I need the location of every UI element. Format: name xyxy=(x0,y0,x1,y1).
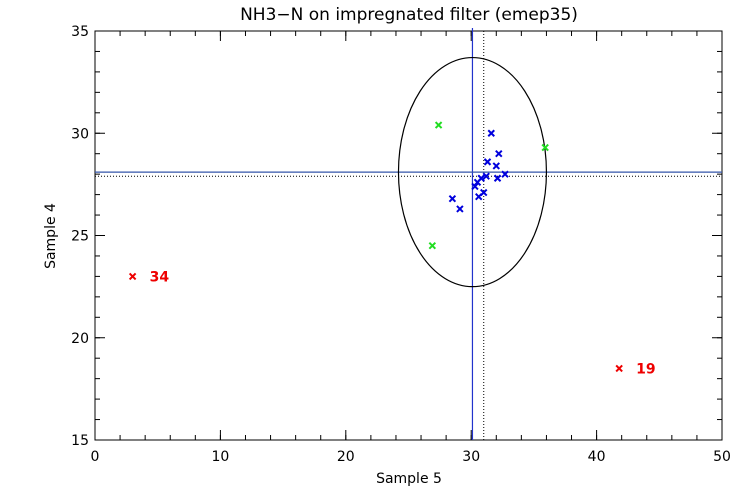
data-point xyxy=(495,149,503,158)
chart-title: NH3−N on impregnated filter (emep35) xyxy=(240,5,578,25)
data-point xyxy=(128,272,137,281)
x-tick-label: 20 xyxy=(337,449,355,465)
data-point xyxy=(428,242,437,250)
data-point xyxy=(487,129,495,137)
data-point xyxy=(477,174,485,182)
y-axis-label: Sample 4 xyxy=(43,203,59,269)
data-point xyxy=(615,364,623,373)
data-point xyxy=(483,158,492,166)
point-label: 34 xyxy=(150,269,170,285)
plot-area: 0 10 20 30 40 50 15 20 25 30 35 34 19 xyxy=(71,24,731,465)
data-point xyxy=(471,182,479,191)
x-tick-label: 10 xyxy=(211,449,229,465)
y-tick-label: 35 xyxy=(71,24,89,40)
data-point xyxy=(448,194,457,203)
x-tick-label: 30 xyxy=(462,449,480,465)
data-point xyxy=(493,174,502,182)
data-point xyxy=(456,205,464,213)
data-point xyxy=(482,172,490,180)
confidence-ellipse xyxy=(397,56,548,288)
x-tick-label: 0 xyxy=(91,449,100,465)
y-tick-label: 25 xyxy=(71,229,89,245)
x-axis-label: Sample 5 xyxy=(376,471,442,487)
data-point xyxy=(434,121,443,129)
data-point xyxy=(492,162,500,170)
data-point xyxy=(480,188,488,197)
plot-frame xyxy=(94,30,723,441)
data-point xyxy=(501,170,509,178)
y-tick-label: 15 xyxy=(71,433,89,449)
data-point xyxy=(541,143,549,152)
point-label: 19 xyxy=(636,361,655,377)
y-tick-label: 20 xyxy=(71,331,89,347)
y-tick-label: 30 xyxy=(71,126,89,142)
x-tick-label: 40 xyxy=(588,449,606,465)
x-tick-label: 50 xyxy=(713,449,731,465)
